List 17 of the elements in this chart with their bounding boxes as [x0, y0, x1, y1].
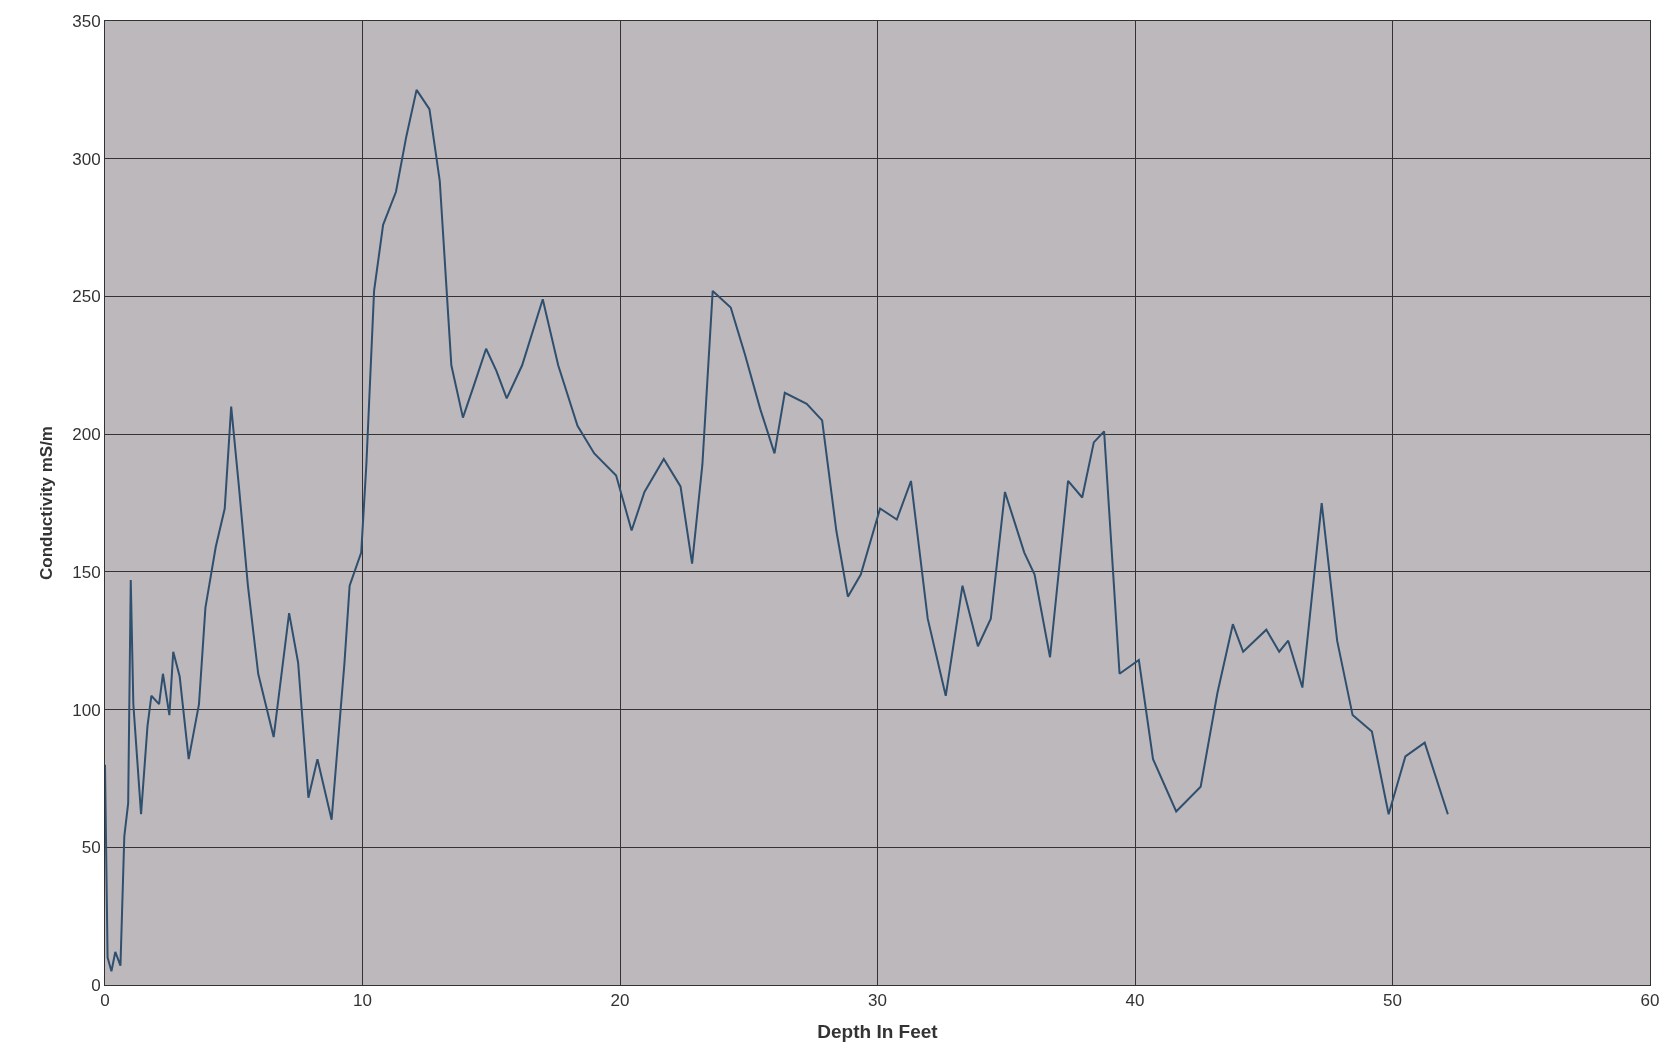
- line-series: [105, 88, 1449, 973]
- x-tick-label: 40: [1125, 991, 1145, 1011]
- y-tick-label: 250: [72, 287, 101, 307]
- x-tick-label: 30: [868, 991, 887, 1011]
- x-tick-label: 10: [353, 991, 372, 1011]
- y-axis-title: Conductivity mS/m: [36, 426, 56, 580]
- y-tick-label: 50: [81, 838, 101, 858]
- y-tick-label: 200: [72, 425, 101, 445]
- x-tick-label: 50: [1383, 991, 1402, 1011]
- y-tick-label: 0: [91, 975, 101, 995]
- y-tick-label: 300: [72, 149, 101, 169]
- x-tick-label: 20: [610, 991, 630, 1011]
- y-tick-label: 350: [72, 11, 101, 31]
- y-tick-label: 150: [72, 562, 101, 582]
- x-tick-label: 60: [1640, 991, 1660, 1011]
- y-tick-label: 100: [72, 700, 101, 720]
- x-axis-title: Depth In Feet: [817, 1021, 939, 1043]
